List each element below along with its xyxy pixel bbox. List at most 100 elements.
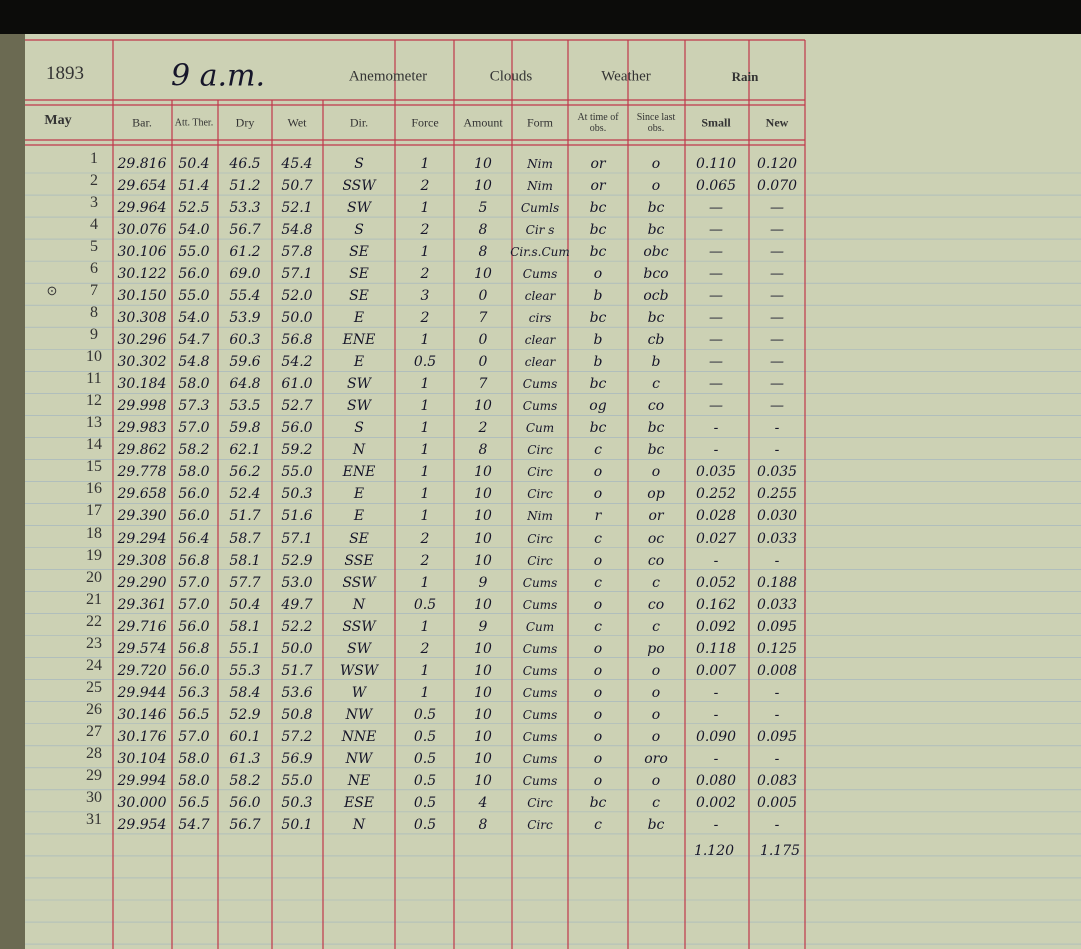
cell: 58.0 xyxy=(178,750,210,767)
day: 22 xyxy=(86,612,102,630)
cell: 0.255 xyxy=(756,486,798,503)
cell: o xyxy=(593,266,603,283)
cell: Cums xyxy=(522,575,558,590)
cell: 2 xyxy=(420,530,430,547)
cell: 1 xyxy=(420,486,430,503)
cell: 10 xyxy=(474,508,492,525)
cell: 57.0 xyxy=(178,574,210,591)
cell: 0.5 xyxy=(413,596,437,613)
cell: S xyxy=(354,222,364,239)
group-heading: Clouds xyxy=(489,68,533,85)
cell: co xyxy=(647,398,665,415)
cell: bc xyxy=(647,310,665,327)
cell: 58.7 xyxy=(229,530,261,547)
cell: 57.8 xyxy=(281,244,313,261)
cell: 2 xyxy=(420,640,430,657)
cell: bc xyxy=(589,244,607,261)
cell: o xyxy=(651,684,661,701)
cell: 29.944 xyxy=(117,684,167,701)
cell: Cums xyxy=(522,377,558,392)
cell: 55.0 xyxy=(178,288,210,305)
cell: 30.296 xyxy=(117,332,167,349)
cell: E xyxy=(353,354,365,371)
cell: 29.964 xyxy=(117,200,167,217)
cell: Cir s xyxy=(525,223,555,238)
day: 13 xyxy=(86,414,102,432)
cell: 10 xyxy=(474,640,492,657)
cell: bc xyxy=(647,420,665,437)
cell: 50.8 xyxy=(281,706,313,723)
cell: 55.4 xyxy=(229,288,261,305)
cell: SW xyxy=(347,640,371,657)
cell: 60.1 xyxy=(229,728,261,745)
cell: 3 xyxy=(420,288,430,305)
cell: SE xyxy=(349,266,369,283)
cell: Cumls xyxy=(520,201,560,216)
cell: r xyxy=(594,508,602,525)
cell: 0 xyxy=(478,354,488,371)
cell: Cums xyxy=(522,641,558,656)
day: 9 xyxy=(90,326,98,344)
cell: bc xyxy=(589,310,607,327)
cell: o xyxy=(593,640,603,657)
cell: obc xyxy=(643,244,669,261)
cell: N xyxy=(352,442,366,459)
cell: 1 xyxy=(420,156,430,172)
cell: — xyxy=(709,354,723,371)
cell: Cums xyxy=(522,267,558,282)
cell: 0.252 xyxy=(695,486,737,503)
cell: og xyxy=(589,398,607,415)
cell: 0.033 xyxy=(756,530,798,547)
cell: 58.2 xyxy=(178,442,210,459)
cell: 53.0 xyxy=(281,574,313,591)
cell: 30.308 xyxy=(117,310,167,327)
cell: 57.0 xyxy=(178,420,210,437)
column-heading: Att. Ther. xyxy=(174,117,214,129)
cell: NE xyxy=(347,772,371,789)
cell: clear xyxy=(524,289,556,304)
cell: SSW xyxy=(342,574,376,591)
cell: - xyxy=(713,750,719,767)
cell: 0.002 xyxy=(695,794,737,811)
ledger-page: 1893 9 a.m. Anemometer Clouds Weather Rain May… xyxy=(0,34,1081,949)
cell: Circ xyxy=(527,465,553,480)
cell: o xyxy=(651,178,661,195)
cell: o xyxy=(593,750,603,767)
cell: 58.0 xyxy=(178,772,210,789)
cell: Cums xyxy=(522,663,558,678)
cell: 50.4 xyxy=(229,596,261,613)
cell: Cums xyxy=(522,729,558,744)
day: 12 xyxy=(86,392,102,410)
day: 7 xyxy=(90,282,98,300)
cell: Nim xyxy=(527,157,553,171)
cell: 55.3 xyxy=(229,662,261,679)
cell: 7 xyxy=(478,376,488,393)
cell: Circ xyxy=(527,531,553,546)
cell: o xyxy=(651,464,661,481)
cell: — xyxy=(770,310,784,327)
column-heading: Bar. xyxy=(132,115,152,130)
cell: bco xyxy=(643,266,669,283)
day: 25 xyxy=(86,678,102,696)
cell: 55.1 xyxy=(229,640,261,657)
cell: — xyxy=(770,266,784,283)
cell: 52.2 xyxy=(281,618,313,635)
cell: 0.5 xyxy=(413,706,437,723)
cell: Cums xyxy=(522,597,558,612)
cell: 1 xyxy=(420,662,430,679)
cell: 52.5 xyxy=(178,200,210,217)
cell: 1 xyxy=(420,332,430,349)
cell: 46.5 xyxy=(229,156,261,172)
cell: 10 xyxy=(474,530,492,547)
cell: o xyxy=(593,596,603,613)
cell: W xyxy=(351,684,367,701)
cell: 0.005 xyxy=(756,794,798,811)
cell: 55.0 xyxy=(281,464,313,481)
cell: 2 xyxy=(420,178,430,195)
cell: 8 xyxy=(478,442,488,459)
cell: - xyxy=(774,442,780,459)
cell: 0.080 xyxy=(695,772,737,789)
cell: 29.574 xyxy=(117,640,167,657)
cell: 0.065 xyxy=(695,178,737,195)
cell: — xyxy=(709,200,723,217)
